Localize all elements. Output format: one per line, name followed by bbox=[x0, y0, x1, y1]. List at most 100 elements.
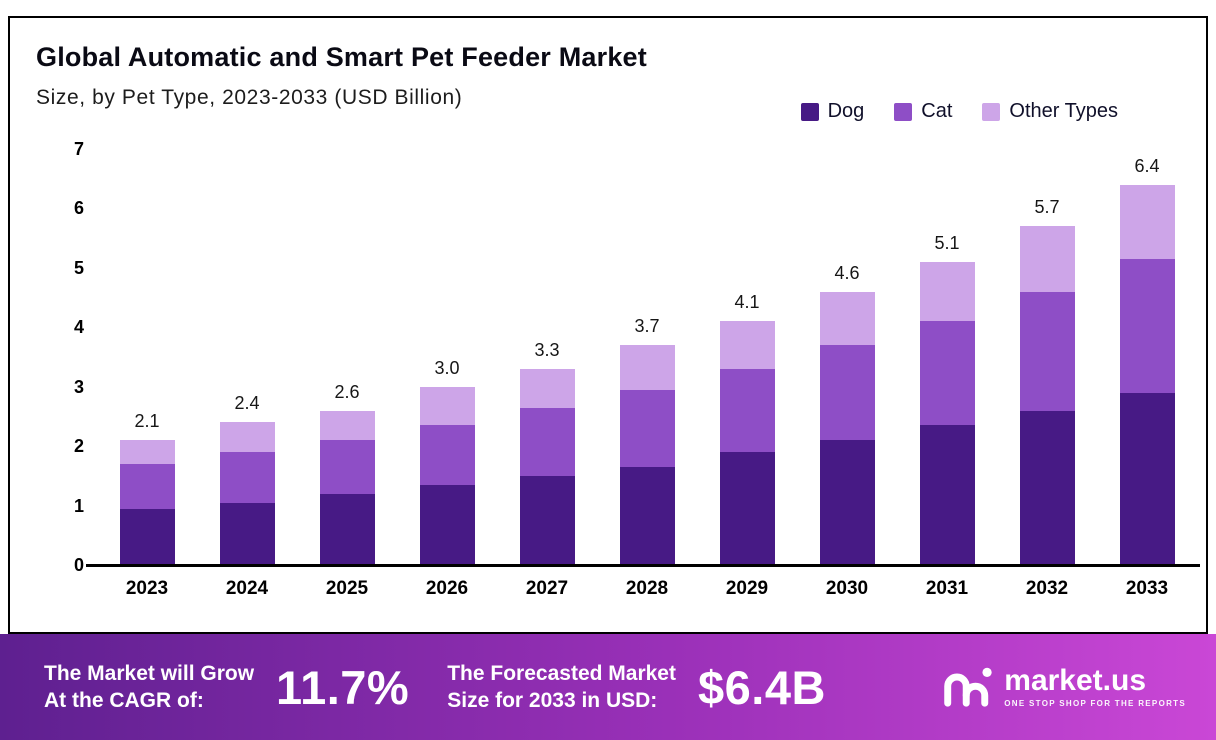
stacked-bar bbox=[519, 369, 575, 565]
bar-column-2028: 3.7 bbox=[597, 149, 697, 565]
bar-segment-dog bbox=[519, 475, 575, 565]
bar-segment-cat bbox=[1019, 291, 1075, 411]
bar-column-2025: 2.6 bbox=[297, 149, 397, 565]
bar-column-2031: 5.1 bbox=[897, 149, 997, 565]
bar-segment-other-types bbox=[519, 369, 575, 408]
stacked-bar bbox=[619, 345, 675, 565]
bar-segment-cat bbox=[1119, 259, 1175, 393]
legend-item-dog: Dog bbox=[800, 100, 865, 123]
x-tick-label: 2031 bbox=[925, 578, 969, 599]
y-axis: 0 1 2 3 4 5 6 7 bbox=[32, 139, 84, 575]
chart-card: Global Automatic and Smart Pet Feeder Ma… bbox=[8, 16, 1208, 634]
bar-segment-cat bbox=[519, 407, 575, 476]
bar-segment-other-types bbox=[119, 440, 175, 464]
bar-segment-dog bbox=[919, 425, 975, 565]
bar-segment-dog bbox=[319, 493, 375, 565]
x-tick-label: 2028 bbox=[625, 578, 669, 599]
y-tick-label: 5 bbox=[73, 257, 84, 278]
bar-column-2024: 2.4 bbox=[197, 149, 297, 565]
bar-total-label: 4.6 bbox=[834, 262, 860, 283]
bar-segment-other-types bbox=[819, 291, 875, 346]
bar-total-label: 6.4 bbox=[1134, 155, 1160, 176]
bar-segment-other-types bbox=[319, 410, 375, 441]
legend-item-other-types: Other Types bbox=[982, 100, 1118, 123]
x-axis-line bbox=[86, 564, 1200, 567]
brand-name: market.us bbox=[1004, 664, 1147, 697]
stacked-bar bbox=[819, 291, 875, 565]
legend-label: Other Types bbox=[1009, 100, 1118, 122]
y-tick-label: 4 bbox=[73, 317, 84, 338]
cagr-label-line2: At the CAGR of: bbox=[44, 689, 204, 712]
bar-segment-dog bbox=[719, 452, 775, 565]
y-tick-label: 6 bbox=[73, 198, 84, 219]
stacked-bar bbox=[1119, 184, 1175, 565]
footer-banner: The Market will Grow At the CAGR of: 11.… bbox=[0, 634, 1216, 740]
x-tick-label: 2029 bbox=[725, 578, 769, 599]
legend-label: Cat bbox=[921, 100, 953, 122]
legend: Dog Cat Other Types bbox=[800, 100, 1118, 123]
bar-total-label: 3.3 bbox=[534, 340, 560, 361]
y-tick-label: 2 bbox=[73, 436, 84, 457]
brand-tagline: ONE STOP SHOP FOR THE REPORTS bbox=[1004, 699, 1186, 708]
bar-column-2023: 2.1 bbox=[97, 149, 197, 565]
y-tick-label: 1 bbox=[73, 495, 84, 516]
stacked-bar bbox=[119, 440, 175, 565]
bar-column-2027: 3.3 bbox=[497, 149, 597, 565]
bar-segment-cat bbox=[619, 389, 675, 467]
y-tick-label: 7 bbox=[73, 139, 84, 159]
legend-swatch bbox=[800, 102, 819, 121]
legend-label: Dog bbox=[827, 100, 865, 122]
bar-segment-cat bbox=[819, 345, 875, 441]
plot-area: 2.1 2.4 2.6 3.0 3.3 3.7 4.1 4.6 5.1 5.7 6.4 bbox=[97, 149, 1197, 565]
bar-segment-cat bbox=[719, 368, 775, 453]
bar-total-label: 4.1 bbox=[734, 292, 760, 313]
chart-subtitle: Size, by Pet Type, 2023-2033 (USD Billio… bbox=[36, 86, 463, 109]
x-tick-label: 2027 bbox=[525, 578, 569, 599]
bar-segment-other-types bbox=[1119, 184, 1175, 260]
bar-segment-other-types bbox=[219, 422, 275, 453]
x-tick-label: 2032 bbox=[1025, 578, 1069, 599]
stacked-bar bbox=[319, 410, 375, 565]
bar-column-2026: 3.0 bbox=[397, 149, 497, 565]
brand-text: market.us ONE STOP SHOP FOR THE REPORTS bbox=[1004, 664, 1186, 709]
x-tick-label: 2026 bbox=[425, 578, 469, 599]
cagr-label: The Market will Grow At the CAGR of: bbox=[44, 660, 254, 714]
bar-segment-cat bbox=[319, 440, 375, 494]
forecast-label-line2: Size for 2033 in USD: bbox=[447, 689, 658, 712]
bar-segment-dog bbox=[119, 508, 175, 565]
bar-column-2030: 4.6 bbox=[797, 149, 897, 565]
brand-logo: market.us ONE STOP SHOP FOR THE REPORTS bbox=[940, 663, 1186, 711]
bar-segment-other-types bbox=[619, 345, 675, 390]
bar-column-2033: 6.4 bbox=[1097, 149, 1197, 565]
bar-segment-dog bbox=[1119, 392, 1175, 565]
y-tick-label: 3 bbox=[73, 376, 84, 397]
legend-swatch bbox=[982, 102, 1001, 121]
stacked-bar bbox=[219, 422, 275, 565]
x-tick-label: 2033 bbox=[1125, 578, 1169, 599]
bar-total-label: 2.6 bbox=[334, 381, 360, 402]
marketus-icon bbox=[944, 667, 992, 707]
x-tick-label: 2023 bbox=[125, 578, 169, 599]
forecast-label-line1: The Forecasted Market bbox=[447, 662, 676, 685]
bar-segment-cat bbox=[119, 463, 175, 509]
bar-total-label: 2.1 bbox=[134, 411, 160, 432]
x-axis-labels: 2023 2024 2025 2026 2027 2028 2029 2030 2031 2032… bbox=[97, 578, 1197, 600]
bar-segment-dog bbox=[219, 502, 275, 565]
cagr-label-line1: The Market will Grow bbox=[44, 662, 255, 685]
forecast-value: $6.4B bbox=[697, 660, 826, 714]
bar-segment-other-types bbox=[919, 261, 975, 322]
bar-total-label: 2.4 bbox=[234, 393, 260, 414]
stacked-bar bbox=[719, 321, 775, 565]
forecast-label: The Forecasted Market Size for 2033 in U… bbox=[447, 660, 676, 714]
bar-column-2029: 4.1 bbox=[697, 149, 797, 565]
bar-segment-cat bbox=[419, 425, 475, 485]
bar-segment-other-types bbox=[1019, 226, 1075, 292]
stacked-bar bbox=[419, 386, 475, 565]
x-tick-label: 2030 bbox=[825, 578, 869, 599]
bar-total-label: 3.7 bbox=[634, 316, 660, 337]
bar-segment-cat bbox=[219, 452, 275, 503]
y-tick-label: 0 bbox=[73, 555, 84, 575]
chart-title: Global Automatic and Smart Pet Feeder Ma… bbox=[36, 42, 647, 72]
bar-segment-dog bbox=[619, 466, 675, 565]
